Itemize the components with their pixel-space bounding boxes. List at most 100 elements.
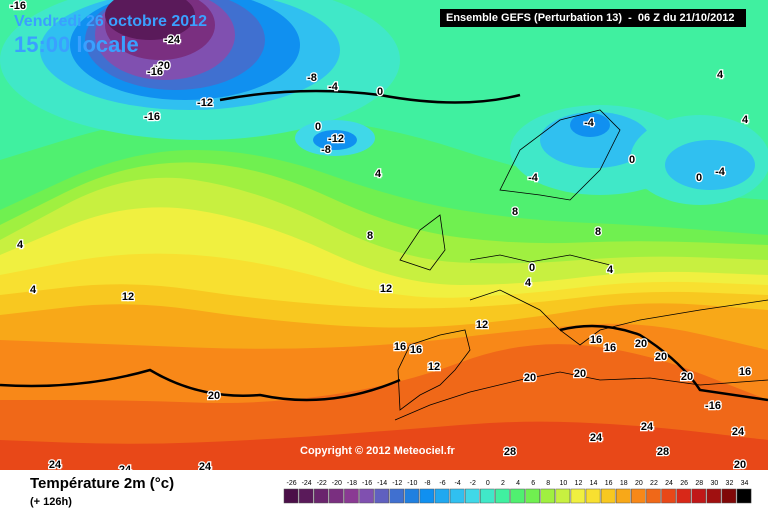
contour-label: 28 [504, 446, 516, 458]
contour-label: 0 [696, 172, 702, 184]
scale-swatch [736, 488, 752, 504]
local-time: 15:00 locale [14, 32, 139, 57]
contour-label: 24 [590, 432, 603, 444]
scale-label: 2 [501, 480, 505, 487]
contour-label: 20 [524, 372, 536, 384]
scale-swatch [283, 488, 299, 504]
scale-swatch [298, 488, 314, 504]
scale-swatch [706, 488, 722, 504]
scale-label: 8 [546, 480, 550, 487]
scale-label: 0 [486, 480, 490, 487]
scale-swatch [661, 488, 676, 504]
model-run: Ensemble GEFS (Perturbation 13) - 06 Z d… [446, 12, 735, 24]
contour-label: -24 [164, 34, 181, 46]
color-scale: -26 -24 -22 -20 -18 -16 -14 -12 -10 -8 -6 -4 -2 0 2 4 6 8… [283, 480, 752, 504]
contour-label: -8 [307, 72, 317, 84]
scale-swatch [495, 488, 510, 504]
scale-swatch [525, 488, 540, 504]
contour-label: -12 [328, 133, 344, 145]
contour-label: 24 [49, 459, 62, 471]
scale-swatch [540, 488, 556, 504]
contour-label: 8 [512, 206, 518, 218]
contour-label: 12 [476, 319, 488, 331]
scale-label: -24 [302, 480, 312, 487]
scale-swatch [374, 488, 389, 504]
scale-label: 14 [590, 480, 598, 487]
scale-label: 10 [559, 480, 567, 487]
scale-label: 34 [741, 480, 749, 487]
cold-area [313, 130, 357, 150]
contour-label: 4 [742, 114, 749, 126]
scale-label: -26 [286, 480, 296, 487]
contour-label: -4 [328, 81, 339, 93]
contour-label: -4 [584, 117, 595, 129]
scale-label: 6 [531, 480, 535, 487]
isotherm-20 [0, 368, 401, 402]
contour-label: -12 [197, 97, 213, 109]
coastline [499, 109, 621, 201]
scale-label: 20 [635, 480, 643, 487]
lead-time: (+ 126h) [30, 496, 72, 508]
contour-label: 20 [635, 338, 647, 350]
contour-label: 20 [681, 371, 693, 383]
map [0, 0, 768, 470]
scale-label: -4 [455, 480, 461, 487]
cold-area [540, 112, 650, 168]
contour-label: -16 [705, 400, 721, 412]
scale-label: 16 [605, 480, 613, 487]
thick-isotherms [0, 89, 768, 402]
scale-label: 18 [620, 480, 628, 487]
contour-label: 0 [377, 86, 383, 98]
contour-label: 4 [17, 239, 24, 251]
contour-label: -20 [154, 60, 170, 72]
scale-swatch [329, 488, 344, 504]
scale-swatch [631, 488, 646, 504]
contour-label: 20 [574, 368, 586, 380]
contour-label: 16 [410, 344, 422, 356]
scale-label: -18 [347, 480, 357, 487]
scale-label: 32 [726, 480, 734, 487]
scale-swatch [449, 488, 465, 504]
coastline [397, 329, 471, 411]
scale-swatch [555, 488, 571, 504]
model-box [440, 9, 746, 27]
scale-swatch [585, 488, 601, 504]
scale-swatch [570, 488, 586, 504]
scale-swatch [691, 488, 707, 504]
scale-swatch [510, 488, 525, 504]
coastline [399, 214, 446, 271]
contour-label: 28 [657, 446, 669, 458]
scale-swatch [404, 488, 420, 504]
scale-swatch [480, 488, 495, 504]
contour-label: 16 [590, 334, 602, 346]
contour-label: -16 [10, 0, 26, 12]
contour-label: 12 [380, 283, 392, 295]
scale-label: -16 [362, 480, 372, 487]
scale-label: 24 [665, 480, 673, 487]
scale-label: -12 [392, 480, 402, 487]
scale-label: 28 [695, 480, 703, 487]
contour-label: -16 [147, 66, 163, 78]
contour-label: 4 [717, 69, 724, 81]
contour-label: 0 [529, 262, 535, 274]
date: Vendredi 26 octobre 2012 [14, 13, 207, 30]
contour-label: 8 [595, 226, 601, 238]
contour-label: 4 [607, 264, 614, 276]
scale-swatch [389, 488, 405, 504]
contour-label: 24 [641, 421, 654, 433]
scale-label: -8 [424, 480, 430, 487]
contour-label: 4 [30, 284, 37, 296]
cold-area [570, 113, 610, 137]
scale-label: -6 [439, 480, 445, 487]
cold-area [665, 140, 755, 190]
scale-label: 26 [680, 480, 688, 487]
scale-swatch [344, 488, 359, 504]
scale-label: 12 [575, 480, 583, 487]
contour-label: 12 [428, 361, 440, 373]
contour-label: 0 [629, 154, 635, 166]
contour-label: 4 [525, 277, 532, 289]
contour-label: 4 [375, 168, 382, 180]
contour-label: 20 [655, 351, 667, 363]
contour-label: 24 [732, 426, 745, 438]
